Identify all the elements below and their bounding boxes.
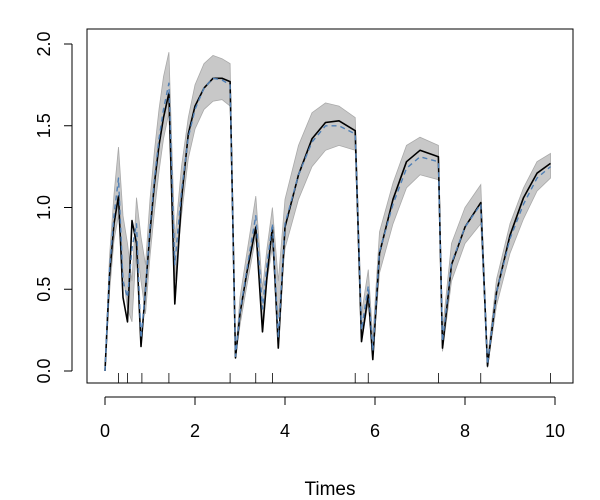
- series-line-dashed: [104, 77, 551, 372]
- confidence-band: [104, 52, 551, 372]
- series-line-solid: [104, 77, 551, 372]
- x-tick-label: 4: [280, 421, 290, 441]
- y-tick-label: 2.0: [34, 31, 54, 56]
- x-tick-label: 10: [545, 421, 565, 441]
- axis-layer: 0 2 4 6 8 10 0.0 0.5 1.0 1.5 2.0: [34, 28, 574, 441]
- x-tick-label: 6: [370, 421, 380, 441]
- x-tick-label: 8: [460, 421, 470, 441]
- x-axis-title: Times: [304, 479, 355, 500]
- plot-layer: [104, 52, 551, 372]
- y-tick-label: 0.0: [34, 358, 54, 383]
- y-tick-label: 1.0: [34, 195, 54, 220]
- x-tick-label: 0: [100, 421, 110, 441]
- plot-frame: [86, 28, 574, 384]
- y-tick-label: 0.5: [34, 277, 54, 302]
- x-tick-label: 2: [190, 421, 200, 441]
- y-tick-label: 1.5: [34, 113, 54, 138]
